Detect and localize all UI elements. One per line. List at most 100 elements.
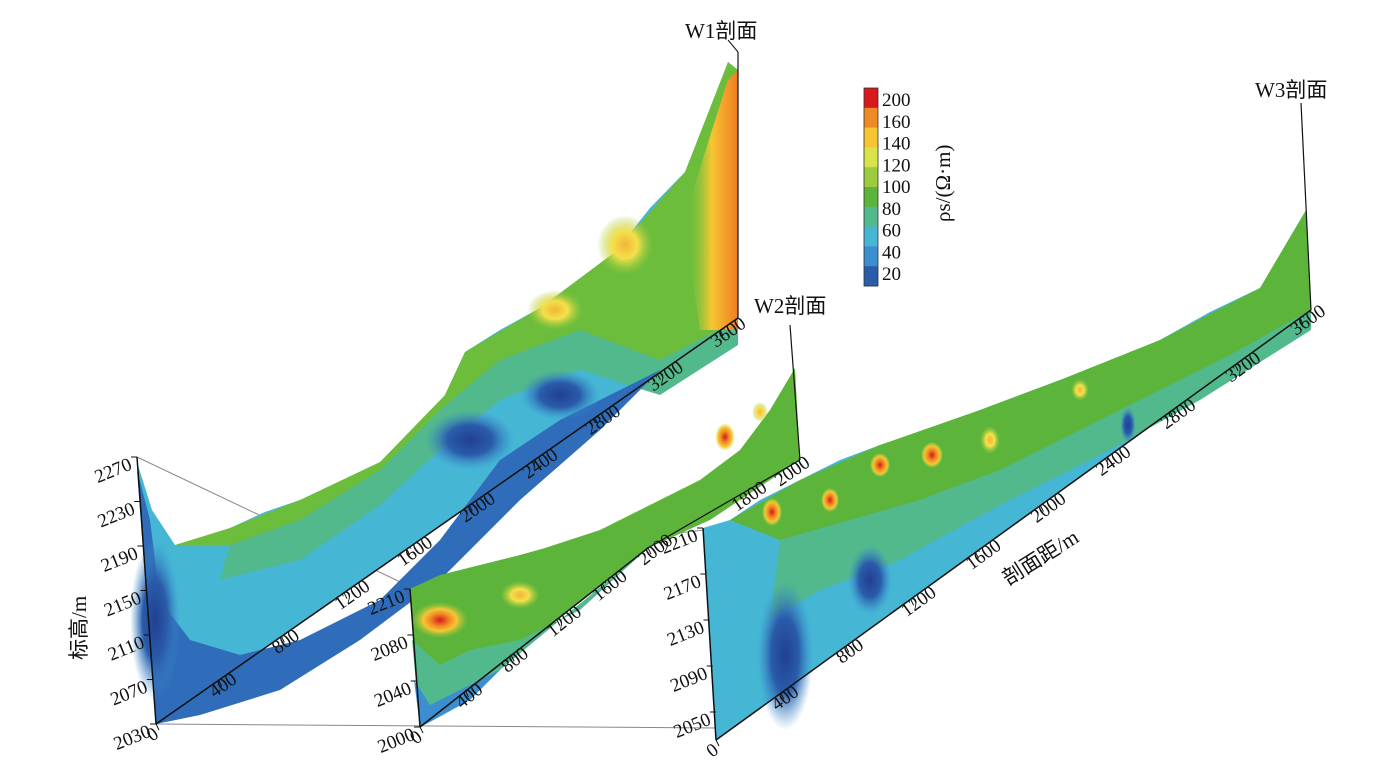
colorbar-swatch <box>864 147 878 168</box>
colorbar-swatch <box>864 206 878 228</box>
w2-teal-lower <box>412 548 648 727</box>
w2-distance-tick-mark <box>647 547 652 555</box>
w1-distance-tick-mark <box>656 373 661 381</box>
w3-title: W3剖面 <box>1255 78 1327 102</box>
w3-distance-tick-mark <box>1169 411 1174 419</box>
w3-distance-tick-mark <box>975 552 980 559</box>
w1-distance-axis <box>155 317 739 725</box>
connector-line-bottom <box>155 723 717 729</box>
w3-high-anomaly-4 <box>921 442 943 468</box>
w3-anomaly-yellow-2 <box>1071 379 1089 401</box>
w3-distance-tick-mark <box>1299 317 1304 325</box>
w3-distance-tick-mark <box>910 599 915 606</box>
w1-distance-tick-mark <box>719 329 724 337</box>
colorbar-tick-label: 80 <box>882 199 901 220</box>
w3-distance-tick-label: 0 <box>703 739 723 762</box>
colorbar-swatch <box>864 167 878 188</box>
w3-elevation-axis <box>702 527 717 741</box>
w2-distance-tick-mark <box>465 690 470 698</box>
w1-distance-tick-mark <box>343 592 348 599</box>
w3-xlabel: 剖面距/m <box>998 525 1083 590</box>
w3-low-anomaly-2 <box>848 545 892 615</box>
w3-teal-band <box>770 310 1311 620</box>
colorbar-tick-label: 60 <box>882 221 901 242</box>
colorbar-tick-label: 140 <box>882 134 911 155</box>
w1-low-anomaly <box>520 370 600 420</box>
colorbar-tick-label: 100 <box>882 177 911 198</box>
w1-elevation-tick-label: 2030 <box>111 721 154 755</box>
w2-distance-tick-mark <box>419 726 424 734</box>
colorbar-tick-label: 40 <box>882 242 901 263</box>
colorbar-swatches <box>864 88 878 287</box>
w3-right-edge <box>1300 102 1312 311</box>
w3-low-anomaly <box>757 580 813 730</box>
colorbar-swatch <box>864 88 878 109</box>
w1-elevation-tick-label: 2070 <box>108 677 151 711</box>
w1-elevation-tick-label: 2230 <box>95 499 138 533</box>
w1-distance-tick-mark <box>468 504 473 512</box>
w2-distance-axis <box>419 547 649 728</box>
colorbar-swatch <box>864 107 878 129</box>
colorbar-swatch <box>864 226 878 247</box>
w3-distance-tick-mark <box>780 692 785 700</box>
colorbar-tick-label: 160 <box>882 112 911 133</box>
w3-elevation-tick-label: 2050 <box>671 709 714 743</box>
w3-distance-axis <box>715 309 1312 741</box>
ylabel: 标高/m <box>67 596 91 660</box>
colorbar-swatch <box>864 246 878 267</box>
w1-deep-low <box>137 370 660 724</box>
w3-distance-tick-mark <box>845 645 850 653</box>
w2-distance-tick-mark <box>601 583 606 591</box>
w3-high-anomaly-2 <box>821 488 839 512</box>
w1-distance-tick-mark <box>406 548 411 556</box>
w2-elevation-tick-label: 2040 <box>371 678 414 712</box>
w2-elevation-tick-label: 2080 <box>368 632 411 666</box>
w1-distance-tick-mark <box>280 636 285 643</box>
colorbar-tick-label: 20 <box>882 264 901 285</box>
w3-elevation-tick-label: 2090 <box>668 663 711 697</box>
w3-low-anomaly-3 <box>1120 407 1136 443</box>
colorbar-label: ρs/(Ω·m) <box>931 145 955 222</box>
w2-elevation-axis <box>409 588 421 728</box>
w3-distance-tick-mark <box>1039 505 1044 512</box>
w1-right-anomaly <box>690 70 738 330</box>
colorbar-swatch <box>864 266 878 287</box>
w1-teal-band <box>220 320 738 580</box>
colorbar-tick-label: 120 <box>882 155 911 176</box>
w1-anomaly-yellow-2 <box>527 290 583 330</box>
w3-elevation-tick-label: 2130 <box>664 617 707 651</box>
w1-elevation-tick-label: 2190 <box>98 543 141 577</box>
w3-distance-tick-mark <box>1234 364 1239 372</box>
colorbar-tick-label: 200 <box>882 90 911 111</box>
w2-section-fill <box>410 368 800 727</box>
w1-distance-tick-mark <box>155 723 160 731</box>
w3-high-anomaly-1 <box>762 498 782 526</box>
w1-distance-tick-mark <box>531 461 536 468</box>
w2-right-edge <box>789 324 801 461</box>
w1-low-anomaly-3 <box>130 540 180 700</box>
w1-title: W1剖面 <box>685 19 757 43</box>
colorbar-swatch <box>864 127 878 148</box>
w1-anomaly-yellow <box>597 215 653 275</box>
w1-title-leader <box>727 39 739 53</box>
w3-anomaly-yellow <box>980 426 1000 454</box>
w2-anomaly-yellow <box>500 581 540 609</box>
w1-green-band <box>175 62 738 545</box>
w2-anomaly-yellow-2 <box>752 402 768 422</box>
colorbar-frame <box>863 87 879 287</box>
colorbar-swatch <box>864 187 878 208</box>
w3-elevation-tick-label: 2170 <box>661 571 704 605</box>
w2-high-anomaly <box>412 602 468 638</box>
w3-high-anomaly-3 <box>870 453 890 477</box>
w2-distance-tick-mark <box>556 619 561 626</box>
w1-elevation-tick-label: 2270 <box>92 454 135 488</box>
w3-distance-tick-mark <box>715 739 720 747</box>
w1-low-anomaly-2 <box>425 410 515 470</box>
